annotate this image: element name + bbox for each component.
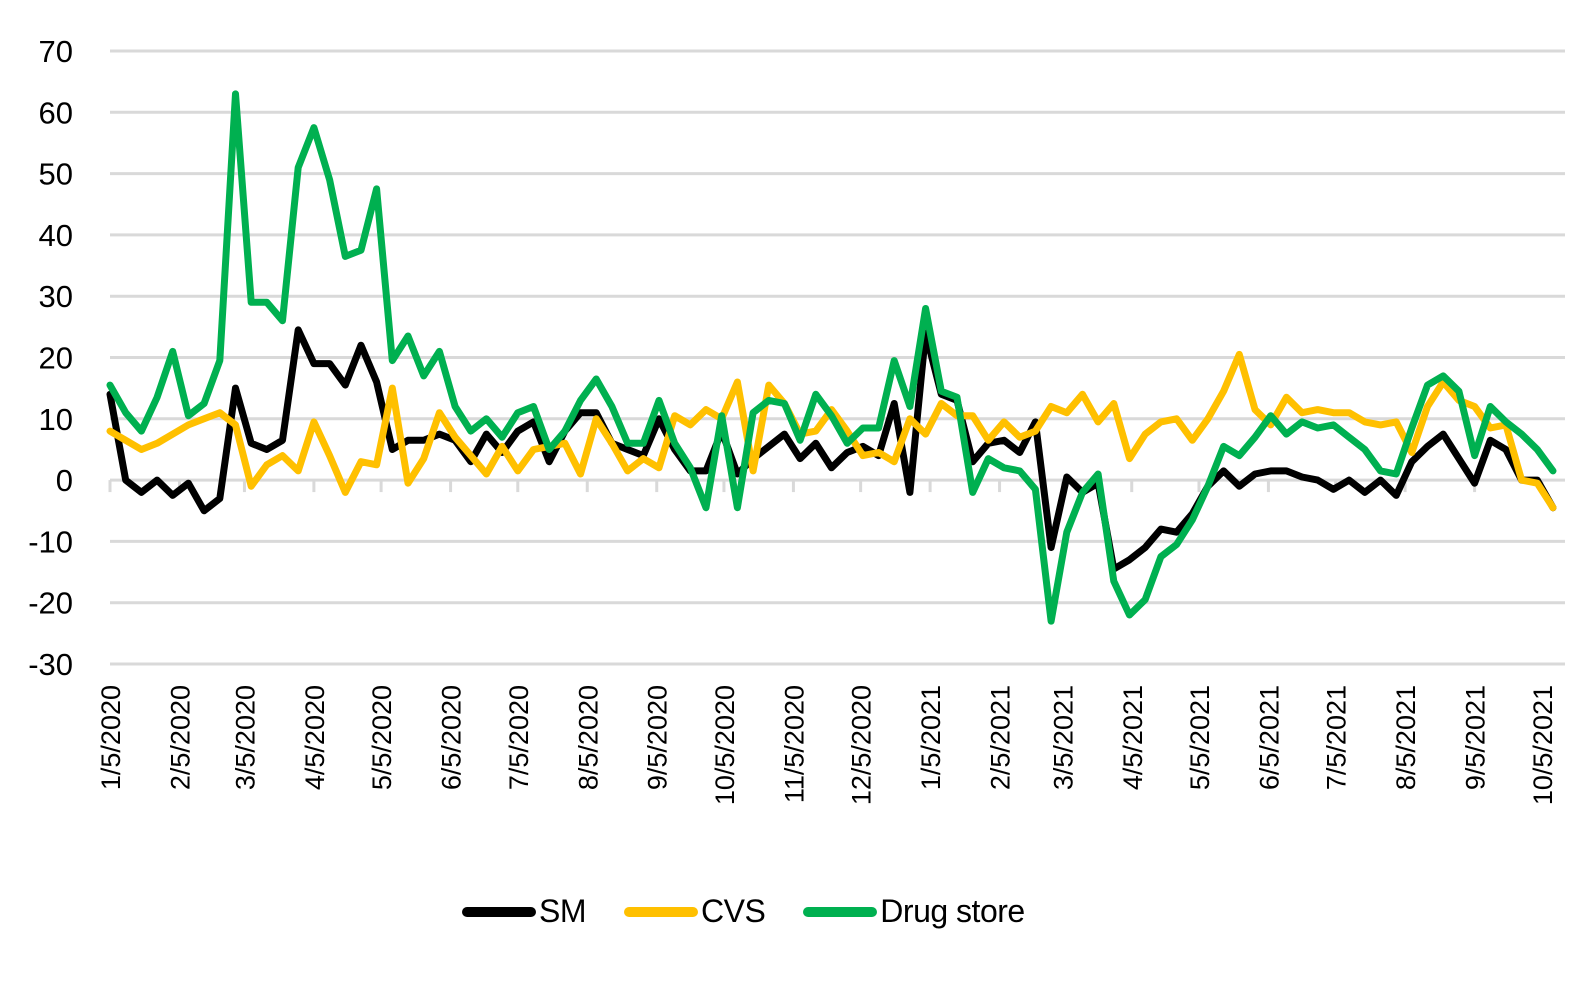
y-tick-label: 0 bbox=[56, 463, 73, 498]
gridlines bbox=[110, 49, 1565, 666]
x-tick-label: 12/5/2020 bbox=[847, 685, 877, 805]
legend-label-drug-store: Drug store bbox=[880, 893, 1025, 929]
x-tick-label: 4/5/2021 bbox=[1118, 685, 1148, 790]
x-tick-label: 10/5/2020 bbox=[710, 685, 740, 805]
x-tick-label: 8/5/2021 bbox=[1391, 685, 1421, 790]
y-tick-label: 70 bbox=[39, 34, 73, 69]
x-tick-label: 6/5/2020 bbox=[437, 685, 467, 790]
series-lines bbox=[106, 90, 1557, 625]
x-tick-label: 5/5/2020 bbox=[367, 685, 397, 790]
x-tick-label: 3/5/2020 bbox=[230, 685, 260, 790]
x-tick-label: 8/5/2020 bbox=[573, 685, 603, 790]
x-tick-label: 10/5/2021 bbox=[1528, 685, 1558, 805]
x-tick-label: 9/5/2020 bbox=[643, 685, 673, 790]
legend-item-cvs: CVS bbox=[624, 893, 766, 930]
x-tick-label: 2/5/2021 bbox=[986, 685, 1016, 790]
legend-swatch-drug-store bbox=[803, 906, 878, 917]
x-tick-label: 2/5/2020 bbox=[165, 685, 195, 790]
x-tick-label: 7/5/2021 bbox=[1322, 685, 1352, 790]
series-line-sm bbox=[106, 326, 1557, 573]
x-tick-label: 11/5/2020 bbox=[779, 685, 809, 803]
y-tick-label: 50 bbox=[39, 157, 73, 192]
y-tick-label: 40 bbox=[39, 218, 73, 253]
x-tick-label: 6/5/2021 bbox=[1254, 685, 1284, 790]
y-tick-label: -30 bbox=[28, 647, 73, 682]
y-axis: 70 60 50 40 30 20 10 0 -10 -20 -30 bbox=[28, 34, 73, 682]
legend-item-drug-store: Drug store bbox=[803, 893, 1025, 930]
y-tick-label: 20 bbox=[39, 341, 73, 376]
x-tick-label: 1/5/2020 bbox=[96, 685, 126, 790]
legend-item-sm: SM bbox=[462, 893, 587, 930]
legend-label-sm: SM bbox=[539, 893, 587, 929]
legend-swatch-sm bbox=[462, 906, 536, 917]
x-tick-label: 1/5/2021 bbox=[916, 685, 946, 790]
x-tick-label: 9/5/2021 bbox=[1461, 685, 1491, 790]
x-axis: 1/5/2020 2/5/2020 3/5/2020 4/5/2020 5/5/2020… bbox=[96, 480, 1558, 805]
x-tick-label: 4/5/2020 bbox=[300, 685, 330, 790]
y-tick-label: 60 bbox=[39, 95, 73, 130]
x-tick-label: 3/5/2021 bbox=[1048, 685, 1078, 790]
legend: SM CVS Drug store bbox=[462, 893, 1063, 930]
series-line-cvs bbox=[106, 350, 1557, 512]
series-line-drug-store bbox=[106, 90, 1557, 625]
x-tick-label: 5/5/2021 bbox=[1185, 685, 1215, 790]
y-tick-label: 10 bbox=[39, 402, 73, 437]
legend-label-cvs: CVS bbox=[701, 893, 766, 929]
legend-swatch-cvs bbox=[624, 906, 698, 917]
x-tick-label: 7/5/2020 bbox=[504, 685, 534, 790]
y-tick-label: -20 bbox=[28, 586, 73, 621]
y-tick-label: -10 bbox=[28, 524, 73, 559]
y-tick-label: 30 bbox=[39, 279, 73, 314]
